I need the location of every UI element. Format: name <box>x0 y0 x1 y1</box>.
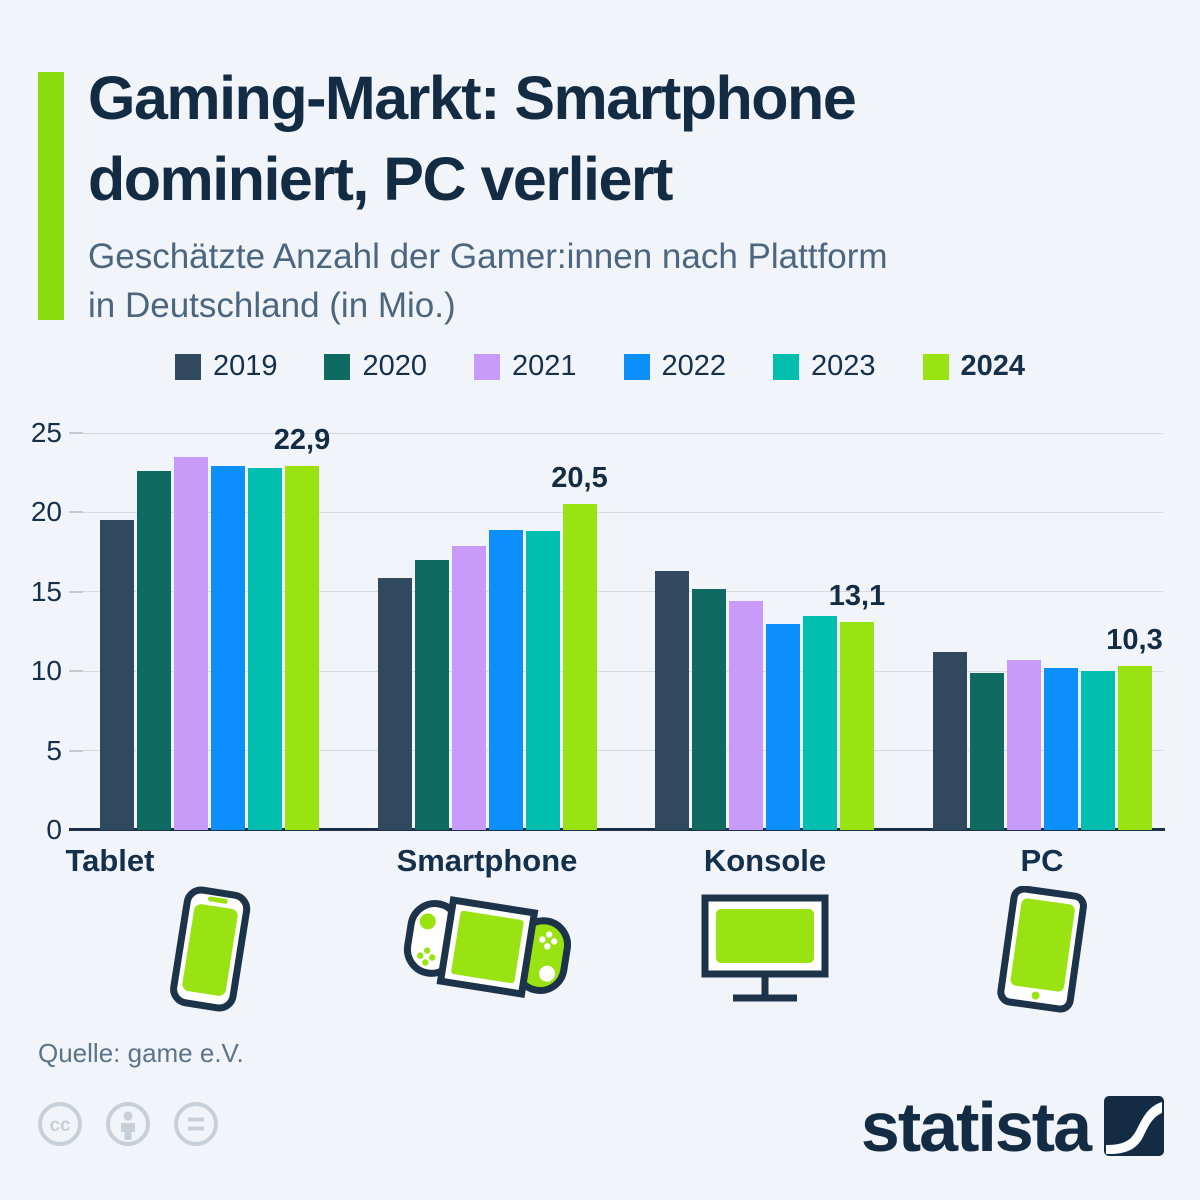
y-tick-label-25: 25 <box>30 417 62 448</box>
bar-pc-2021 <box>729 601 763 830</box>
legend-label-2021: 2021 <box>511 350 577 382</box>
gridline-20 <box>69 511 1163 513</box>
source-note: Quelle: game e.V. <box>38 1038 244 1068</box>
cc-icon[interactable]: cc <box>36 1100 84 1148</box>
bar-tablet-2020 <box>969 672 1004 830</box>
bar-konsole-2024 <box>562 504 597 830</box>
legend-label-2023: 2023 <box>811 350 876 382</box>
gridline-25 <box>69 432 1163 434</box>
gridline-15 <box>69 591 1163 593</box>
bar-tablet-2021 <box>1006 660 1041 830</box>
legend-label-2020: 2020 <box>362 350 427 382</box>
legend-item-2024: 2024 <box>922 350 1026 383</box>
bar-pc-2023 <box>803 615 837 830</box>
legend-swatch-2022 <box>623 353 650 380</box>
statista-wordmark: statista <box>860 1087 1092 1166</box>
bar-pc-2019 <box>655 571 689 830</box>
y-tick-10 <box>69 670 83 673</box>
category-label-tablet: Tablet <box>65 843 155 878</box>
title-line-1: Gaming-Markt: Smartphone <box>88 64 857 132</box>
y-tick-label-10: 10 <box>30 655 62 687</box>
subtitle-line-1: Geschätzte Anzahl der Gamer:innen nach P… <box>88 237 888 276</box>
desktop-monitor-icon <box>655 885 875 1015</box>
cc-by-person-icon[interactable] <box>104 1100 152 1148</box>
x-axis-line <box>69 828 1165 831</box>
legend-swatch-2024 <box>922 353 949 380</box>
y-tick-20 <box>69 511 83 514</box>
page-title: Gaming-Markt: Smartphone dominiert, PC v… <box>88 58 1148 220</box>
bar-tablet-2023 <box>1080 671 1115 830</box>
y-tick-25 <box>69 432 83 434</box>
bar-konsole-2021 <box>451 545 486 830</box>
bar-smartphone-2022 <box>211 466 245 830</box>
statista-logo-mark <box>1104 1096 1164 1156</box>
chart-legend: 2019 2020 2021 2022 2023 2024 <box>0 350 1200 383</box>
bar-smartphone-2019 <box>100 520 134 830</box>
bar-smartphone-2021 <box>174 456 208 830</box>
legend-item-2023: 2023 <box>773 350 876 383</box>
title-accent-bar <box>38 72 64 320</box>
cc-nd-equals-icon[interactable] <box>172 1100 220 1148</box>
title-line-2: dominiert, PC verliert <box>88 145 673 214</box>
bar-pc-2022 <box>766 623 800 830</box>
category-label-konsole: Konsole <box>703 843 827 878</box>
y-tick-5 <box>69 749 83 752</box>
category-label-smartphone: Smartphone <box>396 843 578 878</box>
tablet-icon <box>932 885 1152 1015</box>
bar-konsole-2022 <box>488 529 523 830</box>
gridline-10 <box>69 670 1163 672</box>
legend-item-2020: 2020 <box>324 350 427 383</box>
gridline-5 <box>69 750 1163 752</box>
legend-swatch-2023 <box>773 353 800 380</box>
legend-label-2024: 2024 <box>960 350 1026 382</box>
legend-item-2021: 2021 <box>473 350 577 383</box>
y-tick-label-20: 20 <box>30 496 62 528</box>
bar-smartphone-2020 <box>137 471 171 830</box>
bar-konsole-2019 <box>377 577 412 830</box>
legend-swatch-2021 <box>473 353 500 380</box>
bar-smartphone-2024 <box>285 466 319 830</box>
bar-tablet-2019 <box>932 652 967 830</box>
statista-logo[interactable]: statista <box>860 1087 1164 1166</box>
bar-konsole-2023 <box>525 531 560 830</box>
legend-label-2019: 2019 <box>212 350 278 382</box>
svg-text:cc: cc <box>49 1115 71 1136</box>
bar-tablet-2024 <box>1117 666 1152 830</box>
bar-smartphone-2023 <box>248 467 282 830</box>
value-label-konsole: 20,5 <box>551 462 608 495</box>
bar-pc-2024 <box>840 621 874 830</box>
y-tick-label-0: 0 <box>46 814 62 845</box>
legend-item-2022: 2022 <box>623 350 727 383</box>
cc-license-icons[interactable]: cc <box>36 1100 220 1148</box>
subtitle-line-2: in Deutschland (in Mio.) <box>88 286 456 325</box>
legend-swatch-2020 <box>324 353 351 380</box>
value-label-tablet: 10,3 <box>1106 624 1163 657</box>
y-tick-15 <box>69 590 83 593</box>
value-label-pc: 13,1 <box>828 579 886 612</box>
category-label-pc: PC <box>1020 843 1064 878</box>
bar-pc-2020 <box>692 588 726 830</box>
y-tick-label-15: 15 <box>30 575 62 607</box>
page-subtitle: Geschätzte Anzahl der Gamer:innen nach P… <box>88 232 1148 330</box>
bar-tablet-2022 <box>1043 668 1078 830</box>
smartphone-icon <box>100 885 320 1015</box>
bar-konsole-2020 <box>414 560 449 830</box>
legend-swatch-2019 <box>174 353 201 380</box>
y-tick-label-5: 5 <box>46 734 62 766</box>
legend-item-2019: 2019 <box>174 350 278 383</box>
game-console-icon <box>377 885 597 1015</box>
legend-label-2022: 2022 <box>661 350 727 382</box>
value-label-smartphone: 22,9 <box>273 424 331 457</box>
